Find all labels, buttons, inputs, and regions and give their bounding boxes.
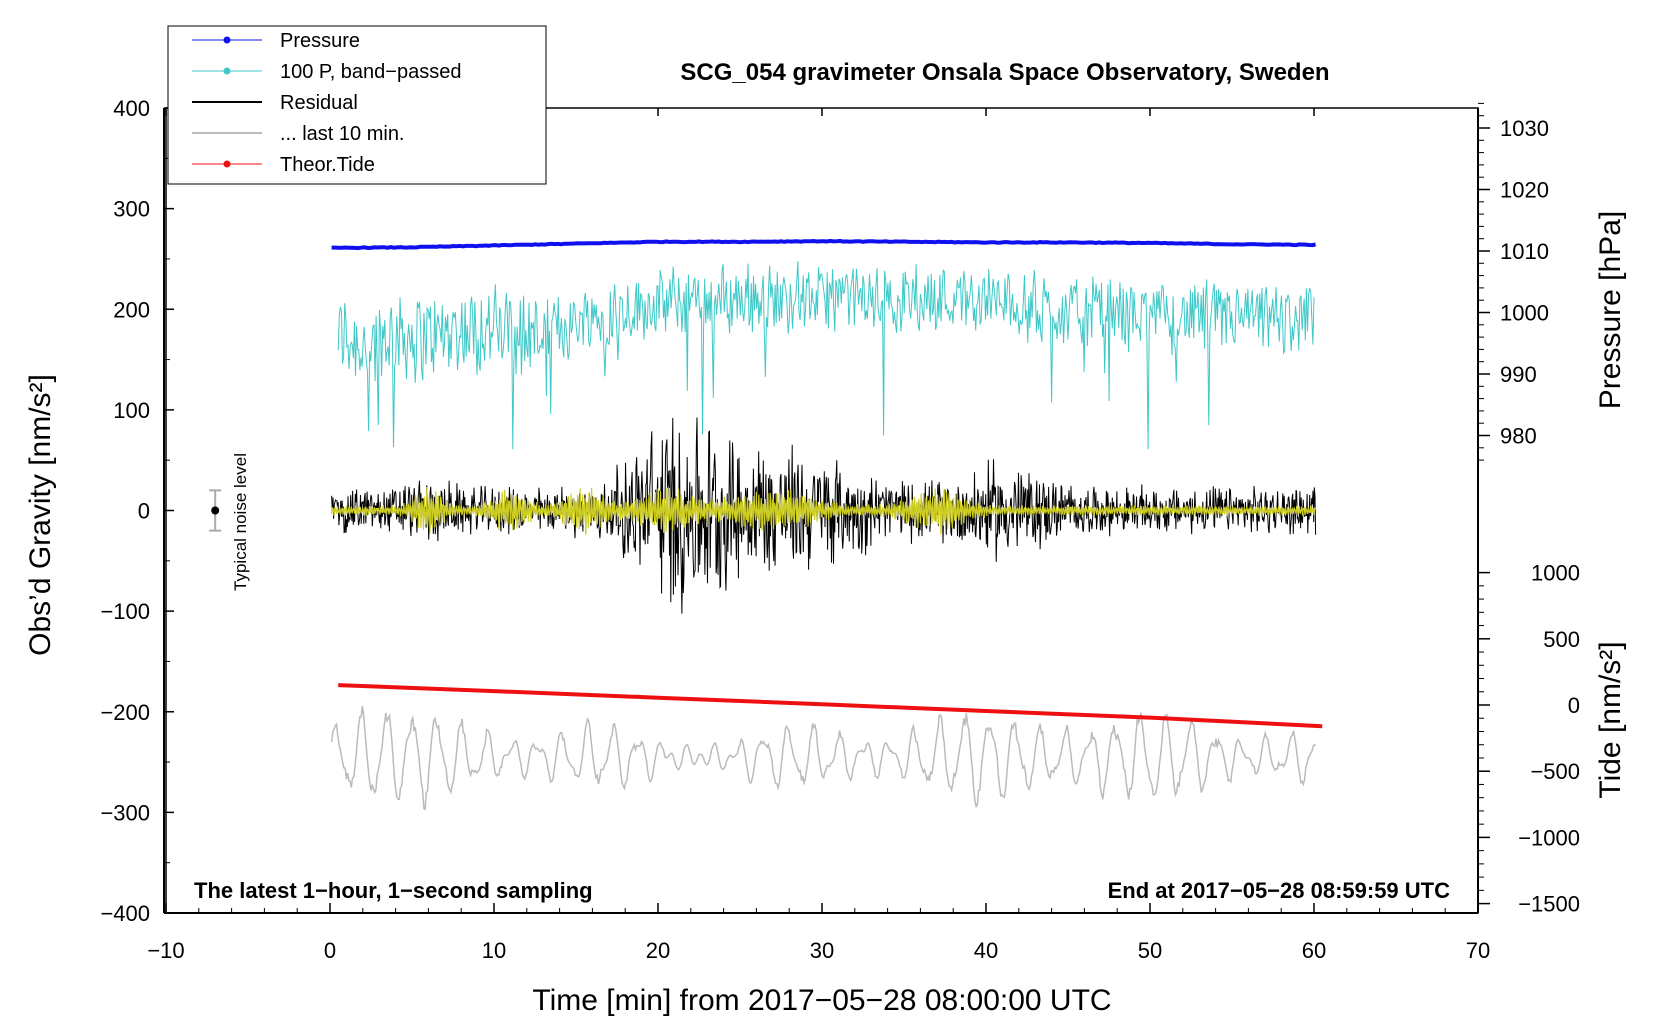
x-tick-label: 70 bbox=[1466, 938, 1490, 963]
legend-box bbox=[167, 25, 547, 185]
noise-level-indicator bbox=[209, 489, 222, 532]
series-last10min-line bbox=[330, 706, 1316, 811]
legend-marker bbox=[223, 160, 231, 168]
y-tick-label: −300 bbox=[100, 800, 150, 825]
y-axis-label-pressure: Pressure [hPa] bbox=[1594, 211, 1627, 409]
chart-title: SCG_054 gravimeter Onsala Space Observat… bbox=[680, 59, 1329, 86]
tide-tick-label: −500 bbox=[1530, 759, 1580, 784]
x-tick-label: −10 bbox=[147, 938, 184, 963]
y-tick-label: −100 bbox=[100, 599, 150, 624]
x-tick-label: 60 bbox=[1302, 938, 1326, 963]
series-residual-line bbox=[331, 417, 1317, 614]
legend-label: Residual bbox=[280, 92, 358, 114]
tide-tick-label: 500 bbox=[1543, 627, 1580, 652]
series-pressure-line bbox=[331, 238, 1316, 251]
legend: Pressure 100 P, band−passed Residual ... la… bbox=[167, 25, 547, 185]
tide-tick-label: −1000 bbox=[1518, 825, 1580, 850]
series-band-passed-line bbox=[337, 261, 1315, 450]
x-tick-label: 10 bbox=[482, 938, 506, 963]
y-tick-label: 300 bbox=[113, 197, 150, 222]
x-tick-label: 30 bbox=[810, 938, 834, 963]
series-layer bbox=[330, 238, 1323, 811]
end-time-annotation: End at 2017−05−28 08:59:59 UTC bbox=[1108, 878, 1451, 903]
legend-label: 100 P, band−passed bbox=[280, 61, 461, 83]
x-tick-label: 20 bbox=[646, 938, 670, 963]
legend-label: Pressure bbox=[280, 30, 360, 52]
y-tick-label: 400 bbox=[113, 96, 150, 121]
y-tick-label: 100 bbox=[113, 398, 150, 423]
tide-tick-label: 0 bbox=[1568, 693, 1580, 718]
axes-layer: −10 0 10 20 30 40 50 60 704003002001000−100−200−… bbox=[100, 96, 1580, 963]
y-axis-label-gravity: Obs’d Gravity [nm/s²] bbox=[24, 374, 57, 656]
pressure-tick-label: 990 bbox=[1500, 362, 1537, 387]
x-tick-label: 50 bbox=[1138, 938, 1162, 963]
x-tick-label: 0 bbox=[324, 938, 336, 963]
noise-level-label: Typical noise level bbox=[231, 453, 250, 591]
pressure-tick-label: 1010 bbox=[1500, 239, 1549, 264]
noise-point bbox=[211, 506, 220, 515]
series-residual-filtered-line bbox=[331, 487, 1316, 535]
pressure-tick-label: 980 bbox=[1500, 424, 1537, 449]
y-axis-label-tide: Tide [nm/s²] bbox=[1594, 641, 1627, 798]
sampling-annotation: The latest 1−hour, 1−second sampling bbox=[194, 878, 593, 903]
y-tick-label: 0 bbox=[138, 499, 150, 524]
tide-tick-label: −1500 bbox=[1518, 892, 1580, 917]
x-tick-label: 40 bbox=[974, 938, 998, 963]
tide-tick-label: 1000 bbox=[1531, 561, 1580, 586]
y-tick-label: 200 bbox=[113, 297, 150, 322]
legend-marker bbox=[223, 36, 231, 44]
pressure-tick-label: 1020 bbox=[1500, 178, 1549, 203]
x-axis-label: Time [min] from 2017−05−28 08:00:00 UTC bbox=[532, 984, 1111, 1017]
pressure-tick-label: 1030 bbox=[1500, 116, 1549, 141]
y-tick-label: −200 bbox=[100, 700, 150, 725]
pressure-tick-label: 1000 bbox=[1500, 301, 1549, 326]
legend-marker bbox=[223, 67, 231, 75]
legend-label: ... last 10 min. bbox=[280, 123, 405, 145]
series-tide-line bbox=[338, 683, 1323, 729]
legend-label: Theor.Tide bbox=[280, 154, 375, 176]
y-tick-label: −400 bbox=[100, 901, 150, 926]
